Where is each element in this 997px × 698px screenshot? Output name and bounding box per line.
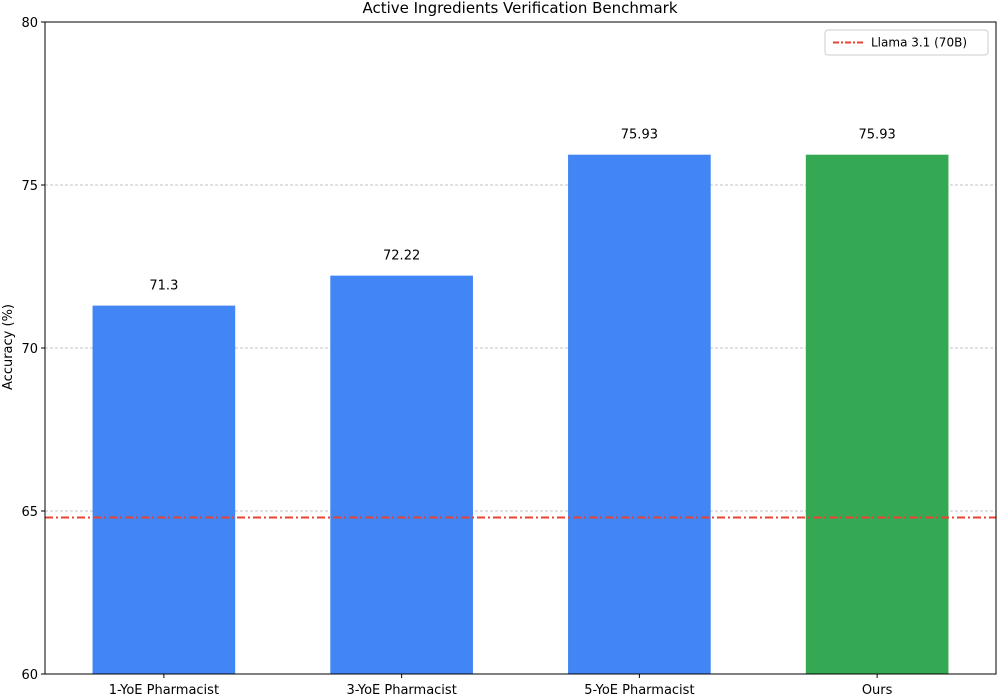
bars: 71.3 72.22 75.93 75.93 (92, 128, 949, 674)
data-label: 75.93 (859, 128, 896, 143)
axis-ticks: 60 65 70 75 80 1-YoE Pharmacist 3-YoE Pharmaci… (21, 16, 892, 698)
bar (805, 154, 949, 674)
y-tick-label: 80 (21, 16, 38, 31)
bar (568, 154, 711, 674)
chart-title: Active Ingredients Verification Benchmar… (362, 0, 677, 17)
x-tick-label: 1-YoE Pharmacist (109, 683, 219, 698)
legend-box (824, 29, 989, 56)
bar (92, 305, 236, 674)
x-tick-label: Ours (862, 683, 893, 698)
y-tick-label: 65 (21, 505, 38, 520)
x-tick-label: 5-YoE Pharmacist (584, 683, 694, 698)
y-tick-label: 75 (21, 179, 38, 194)
data-label: 72.22 (383, 249, 420, 264)
y-tick-label: 70 (21, 342, 38, 357)
y-axis-label: Accuracy (%) (1, 304, 16, 390)
x-tick-label: 3-YoE Pharmacist (346, 683, 456, 698)
y-tick-label: 60 (21, 668, 38, 683)
legend-label: Llama 3.1 (70B) (871, 36, 967, 50)
legend: Llama 3.1 (70B) (824, 29, 989, 56)
data-label: 75.93 (621, 128, 658, 143)
bar (330, 275, 473, 674)
data-label: 71.3 (149, 279, 178, 294)
